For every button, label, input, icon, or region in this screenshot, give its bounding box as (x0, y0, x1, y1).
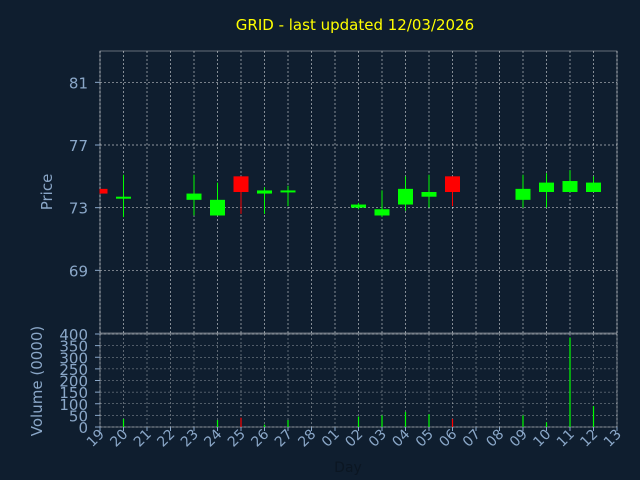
price-tick-label: 73 (69, 200, 88, 218)
candle-body (562, 181, 578, 192)
volume-axis-label: Volume (0000) (28, 326, 46, 436)
chart-title: GRID - last updated 12/03/2026 (236, 16, 474, 34)
x-tick-label: 07 (460, 427, 484, 451)
x-tick-label: 24 (201, 426, 225, 450)
candle-body (257, 190, 272, 194)
volume-tick-label: 400 (59, 326, 88, 344)
x-tick-label: 08 (483, 427, 507, 451)
x-axis-label: Day (334, 460, 362, 476)
volume-tick-label: 200 (59, 373, 88, 391)
candle-body (233, 176, 249, 192)
candle-body (398, 188, 413, 205)
x-tick-label: 28 (295, 427, 319, 451)
candle-body (374, 209, 390, 216)
price-tick-label: 77 (69, 137, 88, 155)
candle-body (445, 176, 460, 192)
volume-tick-label: 350 (59, 338, 88, 356)
volume-tick-label: 50 (69, 407, 88, 425)
price-panel: 69 73 77 81 (69, 50, 618, 334)
x-tick-label: 09 (507, 427, 531, 451)
x-tick-label: 26 (248, 426, 272, 450)
price-tick-label: 69 (69, 262, 88, 280)
price-axis-label: Price (38, 174, 56, 211)
x-tick-label: 06 (436, 426, 460, 450)
candle-body (586, 182, 601, 192)
candle-body (210, 199, 225, 216)
candle-body (539, 182, 554, 192)
x-tick-label: 20 (107, 427, 131, 451)
volume-tick-label: 100 (59, 396, 88, 414)
x-tick-label: 22 (154, 427, 178, 451)
volume-tick-label: 0 (78, 419, 88, 437)
x-tick-label: 11 (554, 427, 578, 451)
x-tick-label: 27 (272, 427, 296, 451)
price-tick-label: 81 (69, 74, 88, 92)
x-tick-label: 13 (601, 427, 625, 451)
x-tick-label: 23 (178, 427, 202, 451)
x-tick-label: 10 (530, 427, 554, 451)
x-tick-label: 02 (342, 427, 366, 451)
x-tick-label: 05 (413, 427, 437, 451)
volume-tick-label: 150 (59, 384, 88, 402)
x-tick-label: 21 (131, 427, 155, 451)
candle-body (100, 188, 108, 194)
candle-body (421, 192, 437, 197)
candle-body (351, 204, 366, 208)
volume-tick-label: 250 (59, 361, 88, 379)
volume-tick-label: 300 (59, 349, 88, 367)
candle-body (116, 196, 131, 199)
x-tick-label: 01 (319, 427, 343, 451)
x-tick-label: 03 (366, 427, 390, 451)
x-tick-label: 04 (389, 426, 413, 450)
candle-body (280, 190, 296, 193)
candle-body (186, 193, 202, 200)
x-tick-label: 25 (225, 427, 249, 451)
candle-body (515, 188, 531, 200)
x-tick-label: 12 (577, 427, 601, 451)
